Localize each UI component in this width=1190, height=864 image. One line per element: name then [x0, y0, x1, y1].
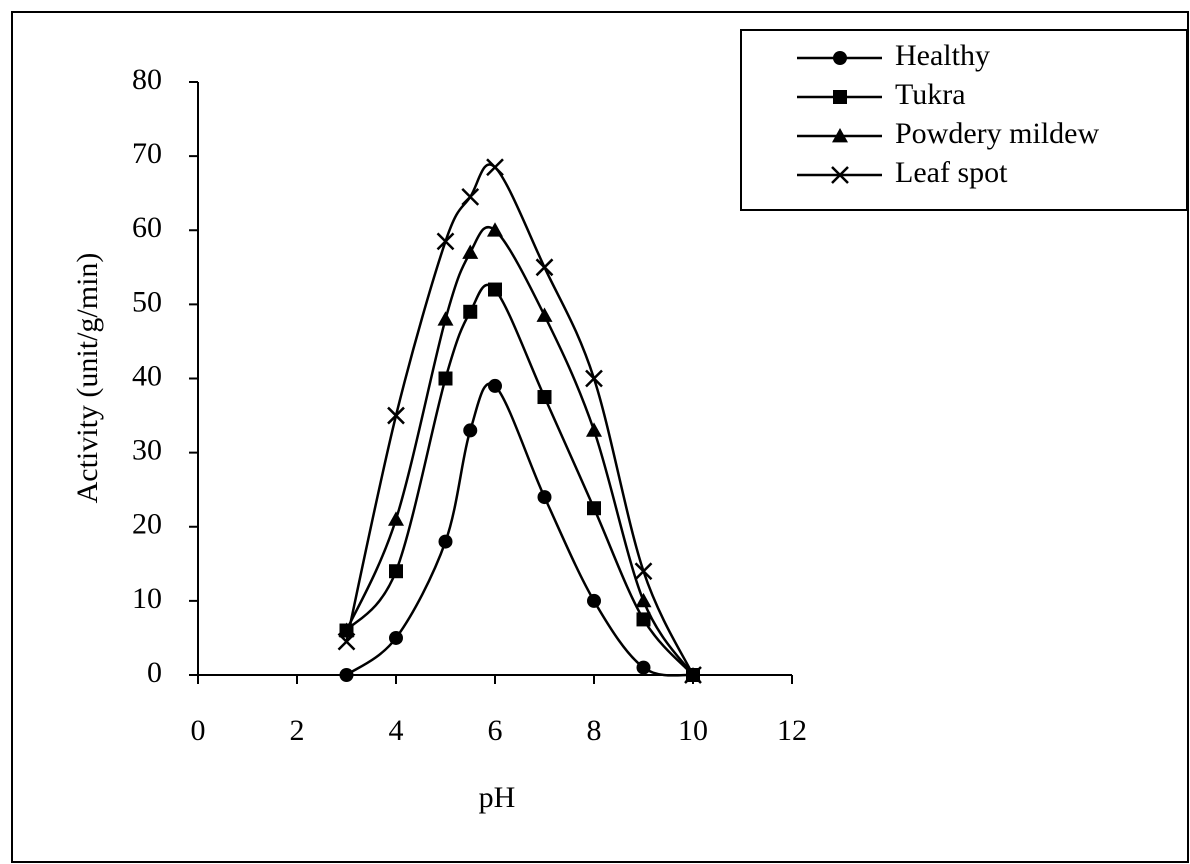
y-tick-label: 70	[132, 137, 162, 170]
x-tick-label: 2	[290, 714, 305, 747]
y-tick-label: 20	[132, 508, 162, 541]
x-tick-label: 4	[389, 714, 404, 747]
marker	[338, 622, 355, 637]
y-axis-label: Activity (unit/g/min)	[71, 253, 104, 504]
y-tick-label: 50	[132, 285, 162, 318]
marker	[587, 501, 601, 516]
marker	[831, 166, 849, 184]
marker	[684, 666, 702, 684]
marker	[387, 406, 405, 425]
x-tick-label: 6	[488, 714, 503, 747]
legend-label: Powdery mildew	[895, 117, 1099, 150]
marker	[463, 304, 478, 319]
marker	[438, 371, 453, 386]
marker	[388, 511, 404, 526]
marker	[463, 423, 478, 438]
marker	[636, 660, 651, 675]
x-tick-label: 12	[777, 714, 807, 747]
y-tick-label: 30	[132, 434, 162, 467]
x-tick-label: 10	[678, 714, 708, 747]
legend-label: Healthy	[895, 39, 990, 72]
marker	[389, 630, 403, 645]
marker	[488, 378, 502, 393]
legend-label: Tukra	[895, 78, 966, 111]
series-line	[345, 225, 695, 676]
marker	[634, 562, 653, 581]
y-tick-label: 40	[132, 359, 162, 392]
marker	[437, 311, 454, 326]
marker	[536, 307, 553, 322]
marker	[585, 369, 603, 388]
marker	[587, 593, 601, 608]
x-axis-label: pH	[479, 781, 516, 814]
marker	[537, 490, 552, 505]
legend-box	[740, 29, 1188, 211]
marker	[833, 51, 847, 65]
legend-label: Leaf spot	[895, 156, 1008, 189]
marker	[438, 534, 453, 549]
marker	[436, 232, 455, 251]
y-tick-label: 0	[147, 656, 162, 689]
y-tick-label: 10	[132, 582, 162, 615]
x-tick-label: 0	[191, 714, 206, 747]
marker	[636, 612, 651, 627]
marker	[832, 128, 848, 143]
marker	[486, 158, 504, 177]
marker	[535, 258, 554, 277]
marker	[389, 564, 403, 579]
marker	[337, 632, 356, 651]
y-tick-label: 80	[132, 63, 162, 96]
marker	[462, 244, 479, 259]
marker	[537, 390, 552, 405]
marker	[339, 668, 354, 682]
y-tick-label: 60	[132, 211, 162, 244]
marker	[487, 222, 503, 237]
marker	[635, 592, 652, 608]
x-tick-label: 8	[587, 714, 602, 747]
frame	[11, 11, 1189, 863]
marker	[488, 282, 502, 297]
marker	[461, 188, 480, 206]
marker	[586, 422, 602, 437]
marker	[833, 90, 847, 104]
